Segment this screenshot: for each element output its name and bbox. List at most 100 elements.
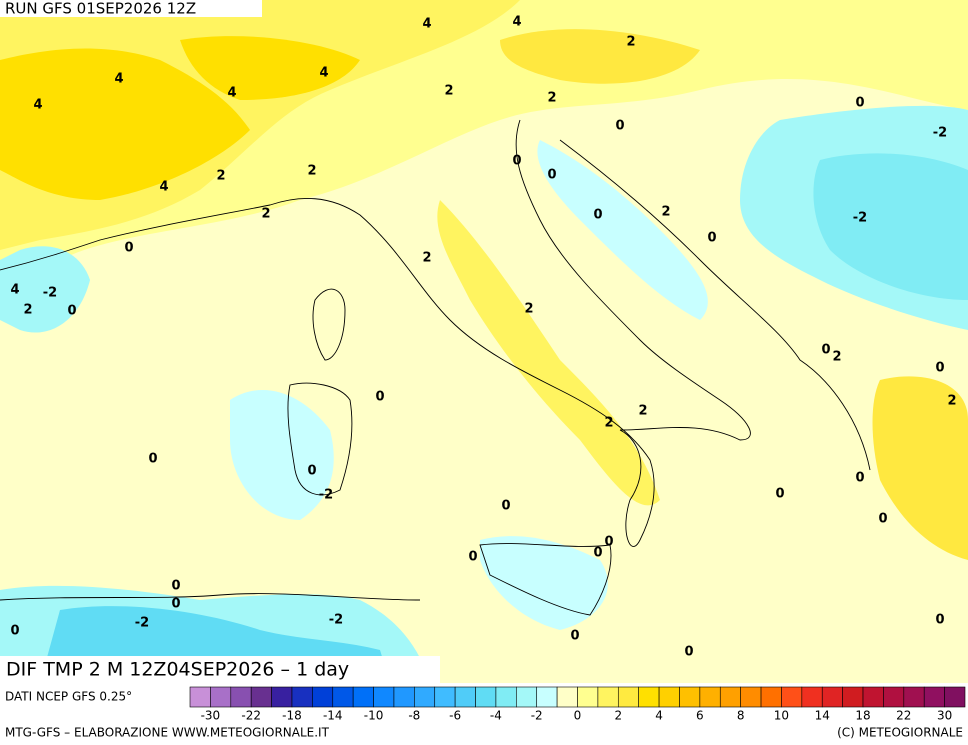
- color-box: [740, 686, 762, 708]
- color-box: [638, 686, 660, 708]
- contour-label: 2: [307, 164, 316, 179]
- color-box: [454, 686, 476, 708]
- cool-area: [480, 536, 608, 630]
- warm-area: [0, 48, 250, 200]
- color-box: [495, 686, 517, 708]
- contour-label: 0: [821, 343, 830, 358]
- contour-label: 0: [547, 168, 556, 183]
- colorbar-label: 22: [896, 709, 911, 723]
- color-box: [556, 686, 578, 708]
- color-box: [189, 686, 211, 708]
- contour-label: -2: [933, 126, 947, 141]
- coastline: [559, 139, 871, 471]
- contour-label: -2: [135, 616, 149, 631]
- contour-label: 0: [707, 231, 716, 246]
- color-box: [679, 686, 701, 708]
- contour-label: 4: [422, 17, 431, 32]
- color-box: [781, 686, 803, 708]
- contour-label: 4: [10, 283, 19, 298]
- title-box: [0, 656, 440, 683]
- color-box: [944, 686, 966, 708]
- contour-label: 0: [501, 499, 510, 514]
- color-box: [883, 686, 905, 708]
- colorbar-label: 30: [937, 709, 952, 723]
- color-box: [393, 686, 415, 708]
- header-box: [0, 0, 262, 17]
- contour-label: 2: [832, 350, 841, 365]
- colorbar-label: -22: [241, 709, 261, 723]
- contour-label: -2: [853, 211, 867, 226]
- warm-area: [180, 36, 360, 100]
- contour-label: 0: [307, 464, 316, 479]
- colorbar-label: 0: [574, 709, 582, 723]
- color-box: [597, 686, 619, 708]
- contour-label: 4: [33, 98, 42, 113]
- color-box: [373, 686, 395, 708]
- contour-label: 4: [512, 15, 521, 30]
- contour-label: 0: [593, 208, 602, 223]
- colorbar-label: -6: [449, 709, 461, 723]
- colorbar-label: -2: [531, 709, 543, 723]
- contour-label: 0: [148, 452, 157, 467]
- colorbar-label: 10: [774, 709, 789, 723]
- color-box: [210, 686, 232, 708]
- contour-label: 2: [661, 205, 670, 220]
- coastline: [479, 543, 612, 616]
- contour-label: 2: [23, 303, 32, 318]
- colorbar-label: -18: [282, 709, 302, 723]
- color-box: [760, 686, 782, 708]
- contour-label: 0: [570, 629, 579, 644]
- colorbar-label: -14: [323, 709, 343, 723]
- contour-label: 0: [855, 471, 864, 486]
- contour-label: 4: [159, 180, 168, 195]
- colorbar-label: 14: [815, 709, 830, 723]
- map-field: [0, 0, 968, 683]
- map-title: DIF TMP 2 M 12Z04SEP2026 – 1 day: [6, 659, 349, 681]
- contour-label: 2: [216, 169, 225, 184]
- cool-area: [813, 153, 968, 300]
- copyright: (C) METEOGIORNALE: [837, 726, 963, 740]
- coastlines: [0, 119, 871, 616]
- color-box: [821, 686, 843, 708]
- contour-label: 0: [935, 613, 944, 628]
- contour-label: -2: [319, 488, 333, 503]
- color-box: [516, 686, 538, 708]
- contour-label: 0: [935, 361, 944, 376]
- contour-label: 0: [855, 96, 864, 111]
- contour-label: -2: [43, 286, 57, 301]
- contour-label: 2: [422, 251, 431, 266]
- color-box: [312, 686, 334, 708]
- color-box: [577, 686, 599, 708]
- contour-label: 2: [604, 416, 613, 431]
- warm-area: [872, 376, 968, 560]
- contour-label: 0: [67, 304, 76, 319]
- contour-label: 0: [468, 550, 477, 565]
- colorbar-label: -10: [364, 709, 384, 723]
- contour-label: 4: [114, 72, 123, 87]
- contour-label: 2: [638, 404, 647, 419]
- color-box: [842, 686, 864, 708]
- contour-label: 0: [171, 579, 180, 594]
- color-box: [475, 686, 497, 708]
- colorbar-label: 8: [737, 709, 745, 723]
- contour-label: 2: [947, 394, 956, 409]
- contour-label: 2: [261, 207, 270, 222]
- cool-area: [0, 246, 90, 333]
- contour-label: 0: [10, 624, 19, 639]
- colorbar-label: -30: [201, 709, 221, 723]
- contour-label: 2: [444, 84, 453, 99]
- colorbar-label: 6: [696, 709, 704, 723]
- color-box: [617, 686, 639, 708]
- colorbar-label: 18: [855, 709, 870, 723]
- colorbar-label: -8: [408, 709, 420, 723]
- contour-label: 2: [626, 35, 635, 50]
- contour-label: 2: [524, 302, 533, 317]
- color-box: [903, 686, 925, 708]
- contour-label: 0: [593, 546, 602, 561]
- colorbar-label: -4: [490, 709, 502, 723]
- contour-label: 0: [775, 487, 784, 502]
- credit: MTG-GFS – ELABORAZIONE WWW.METEOGIORNALE…: [5, 726, 330, 740]
- color-box: [230, 686, 252, 708]
- contour-label: -2: [329, 613, 343, 628]
